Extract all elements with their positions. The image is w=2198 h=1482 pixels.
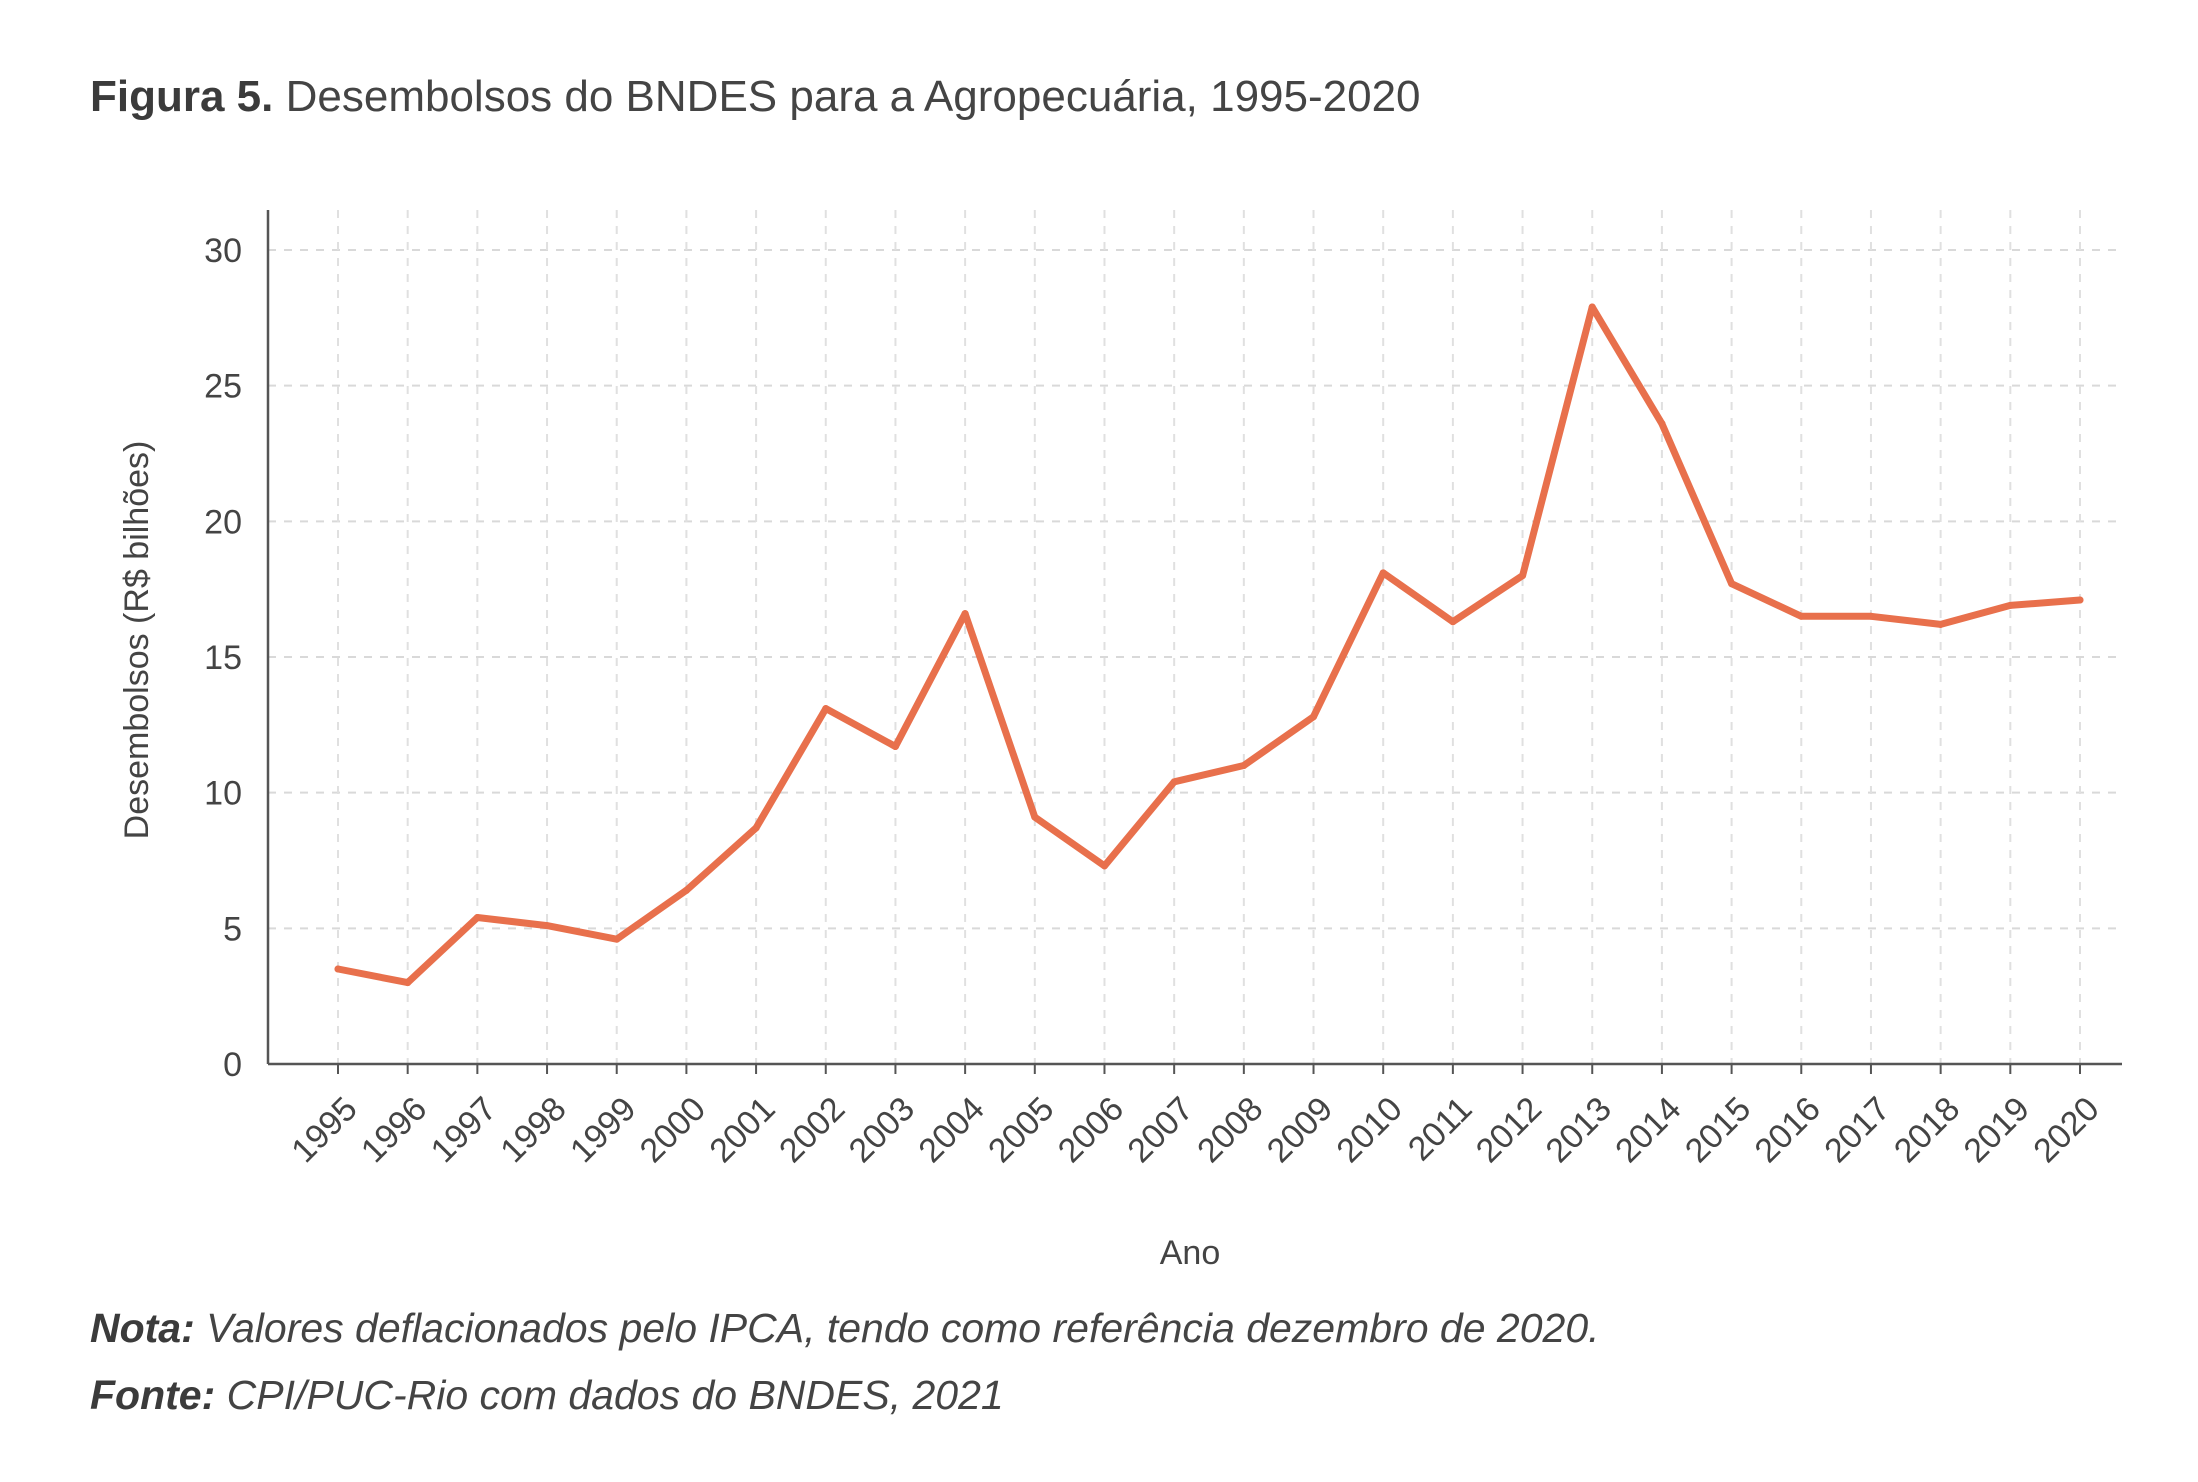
x-tick-label: 1997 — [424, 1090, 504, 1170]
x-tick-label: 2001 — [702, 1090, 782, 1170]
x-tick-label: 2020 — [2026, 1090, 2106, 1170]
note-label: Nota: — [90, 1305, 195, 1351]
data-point — [1588, 303, 1596, 311]
data-point — [1728, 580, 1736, 588]
note-content: Valores deflacionados pelo IPCA, tendo c… — [206, 1305, 1600, 1351]
x-tick-label: 2002 — [772, 1090, 852, 1170]
x-tick-label: 2008 — [1190, 1090, 1270, 1170]
y-tick-label: 0 — [223, 1046, 242, 1084]
data-point — [891, 743, 899, 751]
data-point — [1519, 572, 1527, 580]
note-text: Nota: Valores deflacionados pelo IPCA, t… — [90, 1305, 1600, 1352]
x-tick-label: 2000 — [633, 1090, 713, 1170]
x-tick-label: 2013 — [1539, 1090, 1619, 1170]
x-tick-label: 2012 — [1469, 1090, 1549, 1170]
x-tick-label: 2017 — [1817, 1090, 1897, 1170]
x-tick-label: 1996 — [354, 1090, 434, 1170]
grid-lines — [268, 210, 2122, 1064]
data-point — [682, 886, 690, 894]
data-point — [1240, 762, 1248, 770]
data-point — [2006, 601, 2014, 609]
x-tick-label: 2010 — [1329, 1090, 1409, 1170]
figure-title-text: Desembolsos do BNDES para a Agropecuária… — [285, 72, 1421, 121]
x-tick-label: 2007 — [1120, 1090, 1200, 1170]
source-content: CPI/PUC-Rio com dados do BNDES, 2021 — [226, 1372, 1004, 1418]
x-tick-label: 1995 — [284, 1090, 364, 1170]
data-point — [822, 705, 830, 713]
data-point — [543, 922, 551, 930]
x-tick-labels: 1995199619971998199920002001200220032004… — [284, 1090, 2106, 1170]
data-point — [961, 610, 969, 618]
data-point — [1310, 713, 1318, 721]
data-point — [2076, 596, 2084, 604]
source-label: Fonte: — [90, 1372, 216, 1418]
x-tick-label: 2015 — [1678, 1090, 1758, 1170]
x-tick-label: 1999 — [563, 1090, 643, 1170]
data-point — [473, 913, 481, 921]
y-tick-label: 30 — [204, 232, 242, 270]
series-line — [334, 303, 2084, 987]
x-tick-label: 2006 — [1051, 1090, 1131, 1170]
x-axis-label: Ano — [1160, 1234, 1221, 1272]
x-tick-label: 2018 — [1887, 1090, 1967, 1170]
data-point — [752, 824, 760, 832]
data-point — [1937, 620, 1945, 628]
data-points — [334, 303, 2084, 987]
data-point — [334, 965, 342, 973]
x-tick-label: 2014 — [1608, 1090, 1688, 1170]
x-tick-label: 2019 — [1957, 1090, 2037, 1170]
y-axis-label: Desembolsos (R$ bilhões) — [118, 441, 156, 840]
data-point — [1170, 778, 1178, 786]
y-tick-label: 5 — [223, 910, 242, 948]
y-tick-label: 10 — [204, 775, 242, 813]
data-point — [1031, 813, 1039, 821]
data-point — [1867, 612, 1875, 620]
data-point — [1658, 420, 1666, 428]
x-tick-label: 2004 — [911, 1090, 991, 1170]
data-point — [1379, 569, 1387, 577]
x-tick-label: 1998 — [493, 1090, 573, 1170]
x-tick-label: 2005 — [981, 1090, 1061, 1170]
data-point — [1449, 618, 1457, 626]
chart-title: Figura 5. Desembolsos do BNDES para a Ag… — [90, 72, 1421, 122]
y-tick-label: 15 — [204, 639, 242, 677]
x-tick-label: 2009 — [1260, 1090, 1340, 1170]
data-point — [613, 935, 621, 943]
figure-label: Figura 5. — [90, 72, 274, 121]
data-point — [404, 979, 412, 987]
x-tick-label: 2016 — [1748, 1090, 1828, 1170]
axes — [266, 210, 2122, 1074]
x-tick-label: 2003 — [842, 1090, 922, 1170]
y-tick-labels: 0 5 10 15 20 25 30 — [204, 232, 242, 1084]
data-point — [1797, 612, 1805, 620]
data-point — [1100, 862, 1108, 870]
y-tick-label: 20 — [204, 503, 242, 541]
x-tick-label: 2011 — [1401, 1090, 1480, 1169]
source-text: Fonte: CPI/PUC-Rio com dados do BNDES, 2… — [90, 1372, 1004, 1419]
y-tick-label: 25 — [204, 368, 242, 406]
